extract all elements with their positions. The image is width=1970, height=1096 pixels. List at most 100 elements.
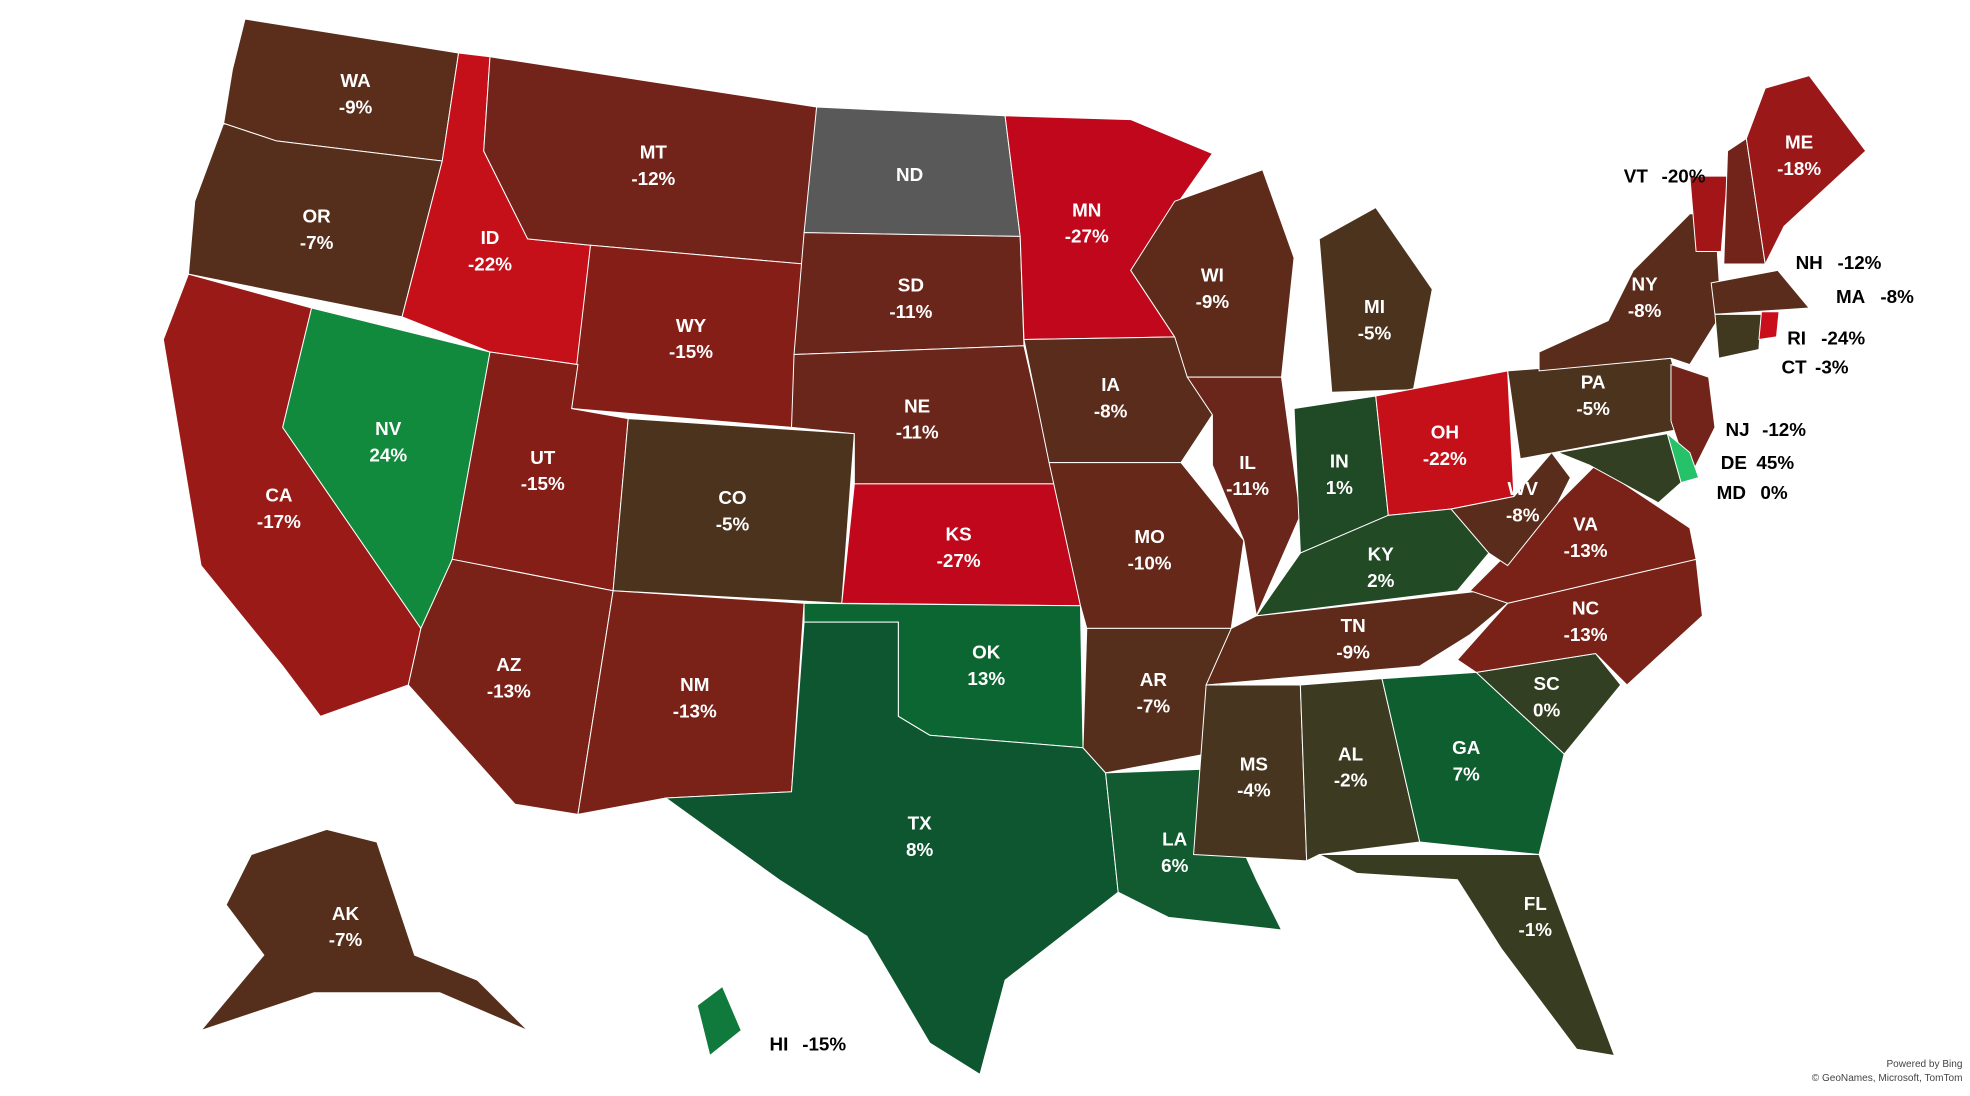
value-label: -1%: [1519, 919, 1553, 940]
state-label: TX: [908, 812, 933, 833]
value-label: -8%: [1506, 505, 1540, 526]
value-label: -20%: [1662, 165, 1706, 186]
state-label: KY: [1368, 544, 1395, 565]
state-label: RI: [1787, 327, 1806, 348]
value-label: -5%: [716, 513, 750, 534]
value-label: -27%: [937, 550, 981, 571]
state: [696, 985, 742, 1057]
value-label: -11%: [896, 422, 939, 443]
state-label: AZ: [496, 654, 521, 675]
value-label: -8%: [1094, 400, 1128, 421]
state-label: NC: [1572, 598, 1600, 619]
state-label: MN: [1072, 199, 1101, 220]
value-label: -15%: [521, 473, 565, 494]
state: [1556, 433, 1682, 504]
value-label: -15%: [669, 341, 713, 362]
state-label: GA: [1452, 737, 1481, 758]
state: [1375, 370, 1515, 516]
value-label: 13%: [967, 668, 1005, 689]
state-label: MD: [1717, 482, 1746, 503]
value-label: 6%: [1161, 855, 1188, 876]
state-label: AR: [1140, 669, 1168, 690]
state-label: OR: [302, 206, 331, 227]
state: [1082, 627, 1232, 774]
value-label: -7%: [329, 929, 363, 950]
value-label: -11%: [1226, 478, 1269, 499]
value-label: -5%: [1358, 322, 1392, 343]
state-label: CA: [265, 484, 293, 505]
value-label: -9%: [1196, 291, 1230, 312]
value-label: -10%: [1128, 552, 1172, 573]
state-label: WA: [340, 70, 371, 91]
state-label: CO: [718, 487, 746, 508]
state-label: UT: [530, 447, 556, 468]
state-label: WY: [676, 315, 707, 336]
state-label: NH: [1796, 252, 1823, 273]
value-label: -22%: [468, 253, 512, 274]
state: [1318, 854, 1616, 1057]
state-label: WV: [1508, 478, 1539, 499]
state: [199, 828, 529, 1032]
value-label: -8%: [1628, 300, 1662, 321]
state: [1318, 206, 1433, 393]
state-label: NM: [680, 674, 709, 695]
state-label: NE: [904, 395, 930, 416]
state-label: CT: [1782, 356, 1808, 377]
state: [1023, 336, 1213, 464]
state-label: FL: [1524, 893, 1547, 914]
value-label: 0%: [1533, 699, 1560, 720]
state: [1745, 75, 1867, 266]
state-label: MA: [1836, 286, 1866, 307]
state: [1710, 269, 1811, 315]
value-label: -15%: [802, 1034, 846, 1055]
value-label: -22%: [1423, 448, 1467, 469]
value-label: -12%: [1837, 252, 1881, 273]
value-label: -12%: [1762, 419, 1806, 440]
value-label: -17%: [257, 511, 301, 532]
state: [1381, 671, 1565, 856]
state: [1538, 213, 1722, 372]
value-label: 45%: [1756, 452, 1794, 473]
state-label: SC: [1534, 673, 1561, 694]
state: [1205, 590, 1509, 686]
state-label: VA: [1573, 513, 1598, 534]
state-label: MO: [1134, 526, 1164, 547]
value-label: -2%: [1334, 770, 1368, 791]
state-label: IL: [1239, 452, 1256, 473]
state-label: LA: [1162, 829, 1188, 850]
value-label: -24%: [1821, 327, 1865, 348]
state-label: IN: [1330, 451, 1349, 472]
value-label: -27%: [1065, 226, 1109, 247]
value-label: -13%: [1564, 624, 1608, 645]
value-label: -5%: [1576, 398, 1610, 419]
state: [1186, 376, 1301, 618]
value-label: -13%: [673, 701, 717, 722]
state: [1758, 311, 1780, 341]
state-label: NJ: [1726, 419, 1750, 440]
state-label: TN: [1341, 615, 1366, 636]
state-label: MS: [1240, 753, 1268, 774]
state-label: AK: [332, 903, 360, 924]
value-label: 8%: [906, 839, 933, 860]
value-label: -8%: [1880, 286, 1914, 307]
value-label: 7%: [1453, 763, 1480, 784]
state-label: ID: [481, 227, 500, 248]
state-label: OK: [972, 642, 1001, 663]
state-label: HI: [770, 1034, 789, 1055]
state: [1130, 169, 1295, 378]
state: [612, 418, 855, 604]
value-label: 2%: [1367, 570, 1394, 591]
value-label: 24%: [369, 444, 407, 465]
state-label: MI: [1364, 296, 1385, 317]
state-label: NY: [1632, 273, 1659, 294]
state-label: VT: [1624, 165, 1649, 186]
attribution: Powered by Bing: [1886, 1059, 1962, 1070]
value-label: 1%: [1326, 477, 1353, 498]
value-label: 0%: [1760, 482, 1787, 503]
value-label: -12%: [631, 168, 675, 189]
attribution: © GeoNames, Microsoft, TomTom: [1812, 1073, 1963, 1084]
state: [571, 244, 805, 428]
state-label: PA: [1581, 371, 1606, 392]
value-label: -13%: [1564, 540, 1608, 561]
